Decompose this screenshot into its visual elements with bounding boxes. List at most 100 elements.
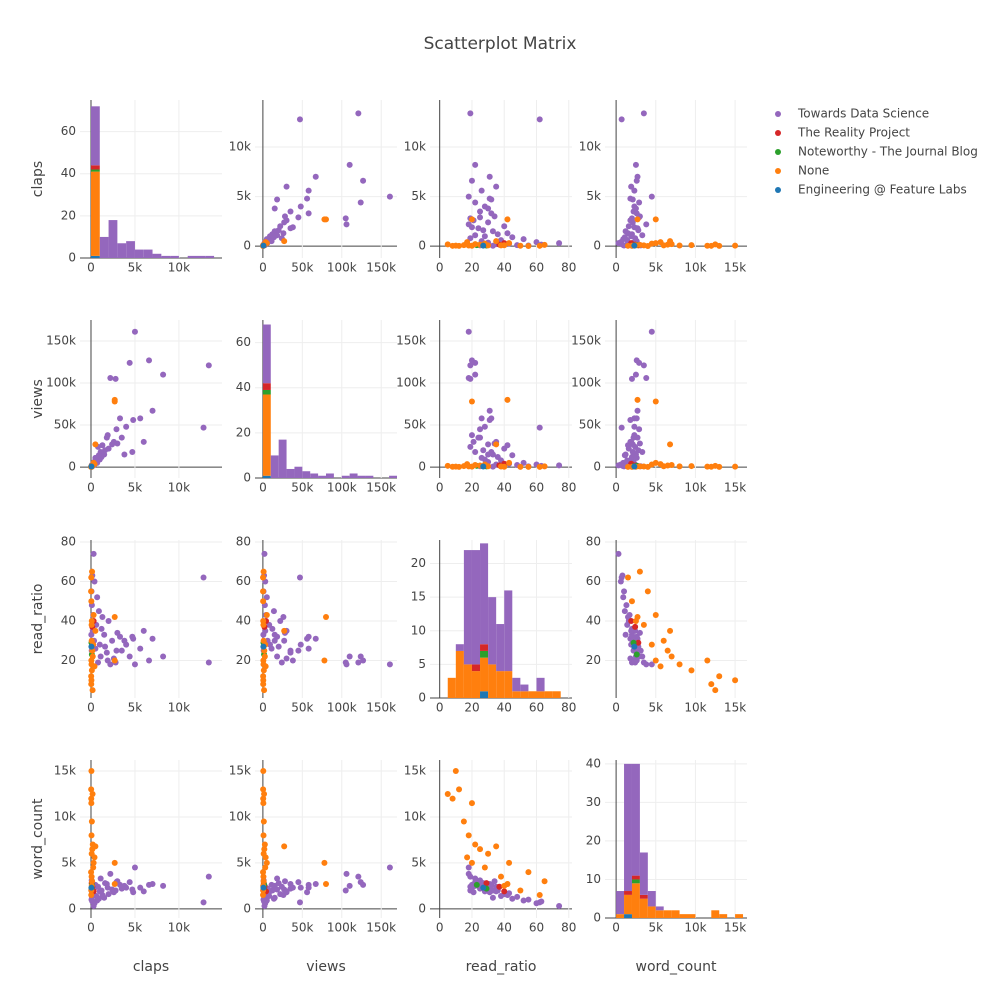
point [355,873,362,880]
y-tick-label: 20 [586,653,601,667]
point [501,242,508,249]
point [464,239,471,246]
point [90,859,97,866]
point [465,864,472,871]
point [652,398,659,405]
point [117,415,124,422]
histogram-bar [389,475,397,478]
x-tick-label: 0 [436,481,444,495]
histogram-bar [639,894,648,899]
point [297,203,304,210]
point [667,627,674,634]
x-tick-label: 10k [684,481,706,495]
point [468,224,475,231]
y-tick-label: 40 [61,613,76,627]
point [472,841,479,848]
point [460,818,467,825]
y-tick-label: 150k [396,334,426,348]
y-tick-label: 60 [61,574,76,588]
point [131,864,138,871]
x-tick-label: 0 [87,701,95,715]
point [634,216,641,223]
point [88,681,95,688]
point [624,621,631,628]
y-tick-label: 0 [243,471,251,485]
point [639,232,646,239]
point [260,818,267,825]
point [501,882,508,889]
x-tick-label: 10k [168,481,190,495]
histogram-bar [480,691,489,698]
point [92,441,99,448]
y-tick-label: 80 [236,534,251,548]
y-tick-label: 20 [236,425,251,439]
point [704,657,711,664]
legend-marker [775,168,781,174]
point [485,205,492,212]
x-tick-label: 0 [259,921,267,935]
y-tick-label: 50k [54,418,76,432]
point [708,681,715,688]
point [126,653,133,660]
y-tick-label: 20 [586,833,601,847]
point [260,617,267,624]
y-tick-label: 0 [418,901,426,915]
point [260,588,267,595]
point [478,187,485,194]
y-axis-title: claps [30,161,46,197]
point [628,438,635,445]
point [88,463,95,470]
histogram-bar [310,473,319,478]
point [517,242,524,249]
point [88,800,95,807]
point [295,214,302,221]
point [627,417,634,424]
point [631,463,638,470]
point [321,216,328,223]
legend-label: Towards Data Science [797,107,929,121]
point [88,869,95,876]
point [489,463,496,470]
point [98,625,105,632]
point [88,617,95,624]
point [95,608,102,615]
histogram-bar [286,468,295,478]
point [274,653,281,660]
point [102,880,109,887]
point [483,880,490,887]
point [467,362,474,369]
histogram-bar [480,644,489,651]
x-tick-label: 150k [366,921,396,935]
point [644,588,651,595]
point [486,173,493,180]
point [491,878,498,885]
point [657,663,664,670]
histogram-bar [496,671,505,698]
point [633,415,640,422]
point [456,786,463,793]
histogram-bar [463,550,472,665]
point [643,374,650,381]
chart-title: Scatterplot Matrix [424,34,577,54]
point [632,205,639,212]
x-tick-label: 5k [648,481,663,495]
y-tick-label: 20 [61,208,76,222]
point [131,661,138,668]
y-tick-label: 0 [68,251,76,265]
point [634,396,641,403]
point [617,578,624,585]
y-axis-title: read_ratio [30,584,46,655]
point [506,459,513,466]
x-tick-label: 0 [87,481,95,495]
point [126,879,133,886]
point [200,424,207,431]
point [90,903,97,910]
point [621,608,628,615]
x-tick-label: 60 [529,701,544,715]
point [121,637,128,644]
histogram-bar [512,677,521,692]
point [260,568,267,575]
histogram-bar [134,249,144,258]
point [274,196,281,203]
point [280,614,287,621]
